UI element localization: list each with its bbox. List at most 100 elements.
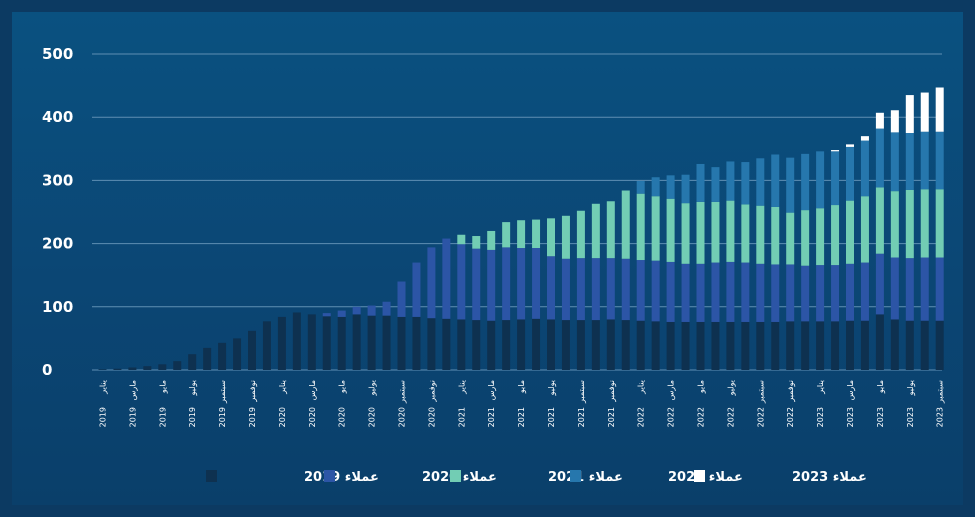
gridlines: [92, 53, 942, 371]
bar-segment-series-1: [442, 318, 451, 370]
x-tick-label: مايو: [517, 380, 526, 394]
bar-segment-series-2: [696, 263, 705, 322]
bar-segment-series-4: [666, 175, 675, 199]
x-tick-label: يناير: [816, 380, 825, 395]
y-tick-label: 500: [42, 45, 73, 63]
bar-segment-series-3: [711, 201, 720, 263]
x-tick-month: مارس: [846, 380, 855, 400]
x-tick-month: يوليو: [368, 380, 377, 396]
bar-segment-series-4: [890, 132, 899, 192]
x-tick-label: نوفمبر: [607, 380, 616, 403]
bar-segment-series-1: [831, 321, 840, 370]
x-tick-year: 2020: [308, 407, 317, 427]
bar-segment-series-1: [651, 321, 660, 370]
x-tick-label: سبتمبر: [936, 380, 945, 404]
bar-segment-series-1: [816, 321, 825, 370]
x-tick-month: مايو: [697, 380, 706, 394]
bar-segment-series-2: [561, 258, 570, 321]
bar-segment-series-3: [636, 193, 645, 261]
y-axis-ticks: 0 100 200 300 400 500: [42, 45, 73, 379]
x-tick-month: سبتمبر: [218, 380, 227, 404]
x-tick-label: مارس: [846, 380, 855, 400]
bar-segment-series-2: [816, 265, 825, 322]
bar-segment-series-2: [771, 264, 780, 322]
x-tick-label: يناير: [457, 380, 466, 395]
bar-segment-series-3: [547, 218, 555, 257]
y-tick-label: 200: [42, 235, 73, 253]
x-tick-year: 2021: [577, 407, 586, 427]
bar-segment-series-2: [397, 281, 406, 317]
x-tick-label: يناير: [278, 380, 287, 395]
x-tick-year: 2022: [637, 407, 646, 427]
x-tick-label: نوفمبر: [427, 380, 436, 403]
x-tick-year: 2022: [756, 407, 765, 427]
bar-segment-series-2: [681, 263, 690, 322]
x-tick-label: سبتمبر: [756, 380, 765, 404]
x-tick-month: يوليو: [906, 380, 915, 396]
x-axis-ticks: يناير 2019 مارس 2019 مايو 2019 يوليو 2019 سبتمبر…: [99, 380, 945, 428]
bar-segment-series-1: [472, 320, 481, 370]
bar-segment-series-3: [786, 212, 795, 265]
bar-segment-series-3: [472, 236, 481, 249]
bar-segment-series-4: [651, 177, 660, 197]
x-tick-month: سبتمبر: [577, 380, 586, 404]
x-tick-month: يناير: [278, 380, 287, 395]
x-tick-label: يناير: [637, 380, 646, 395]
bar-segment-series-5: [935, 87, 944, 132]
bar-segment-series-1: [591, 320, 600, 370]
x-tick-year: 2023: [936, 407, 945, 427]
x-tick-month: يناير: [637, 380, 646, 395]
bar-segment-series-1: [262, 321, 271, 370]
x-tick-label: مايو: [697, 380, 706, 394]
bar-segment-series-1: [367, 315, 376, 370]
bar-segment-series-3: [457, 234, 466, 245]
bar-segment-series-3: [681, 203, 690, 264]
bar-segment-series-4: [875, 128, 884, 188]
bar-segment-series-2: [726, 261, 735, 322]
bar-segment-series-1: [547, 319, 555, 370]
x-tick-year: 2019: [128, 407, 137, 427]
x-tick-year: 2022: [786, 407, 795, 427]
bar-segment-series-1: [412, 316, 421, 370]
x-tick-month: يوليو: [188, 380, 197, 396]
x-tick-label: مارس: [128, 380, 137, 400]
bar-segment-series-3: [831, 205, 840, 266]
bar-segment-series-2: [741, 262, 750, 322]
legend-swatch: [450, 470, 461, 482]
bar-segment-series-3: [771, 206, 780, 265]
x-tick-label: نوفمبر: [248, 380, 257, 403]
bar-segment-series-3: [606, 201, 615, 259]
x-tick-month: يوليو: [547, 380, 556, 396]
x-tick-year: 2021: [547, 407, 556, 427]
x-tick-month: مارس: [487, 380, 496, 400]
x-tick-year: 2023: [876, 407, 885, 427]
bar-segment-series-3: [487, 230, 496, 250]
bar-segment-series-5: [905, 95, 914, 133]
bar-segment-series-1: [576, 320, 585, 370]
bar-segment-series-3: [666, 198, 675, 262]
bar-segment-series-2: [846, 263, 854, 321]
legend-label: عملاء 2022: [668, 470, 743, 485]
x-tick-label: مارس: [308, 380, 317, 400]
x-tick-label: مايو: [158, 380, 167, 394]
bar-segment-series-3: [801, 210, 810, 266]
bar-segment-series-5: [890, 110, 899, 133]
bar-segment-series-1: [890, 319, 899, 370]
bar-segment-series-1: [532, 318, 541, 370]
bar-segment-series-1: [935, 320, 944, 370]
x-tick-year: 2021: [517, 407, 526, 427]
legend-swatch: [206, 470, 217, 482]
bar-segment-series-1: [173, 361, 182, 370]
bar-segment-series-1: [322, 316, 331, 370]
bar-segment-series-4: [786, 157, 795, 213]
x-tick-year: 2021: [607, 407, 616, 427]
bar-segment-series-3: [860, 196, 869, 263]
bar-segment-series-2: [890, 257, 899, 320]
x-tick-year: 2021: [457, 407, 466, 427]
bar-segment-series-1: [248, 330, 256, 370]
bar-segment-series-1: [143, 366, 152, 370]
bar-segment-series-2: [920, 257, 929, 321]
bar-segment-series-2: [532, 248, 541, 319]
bar-segment-series-1: [517, 319, 526, 370]
bar-segment-series-1: [666, 321, 675, 370]
